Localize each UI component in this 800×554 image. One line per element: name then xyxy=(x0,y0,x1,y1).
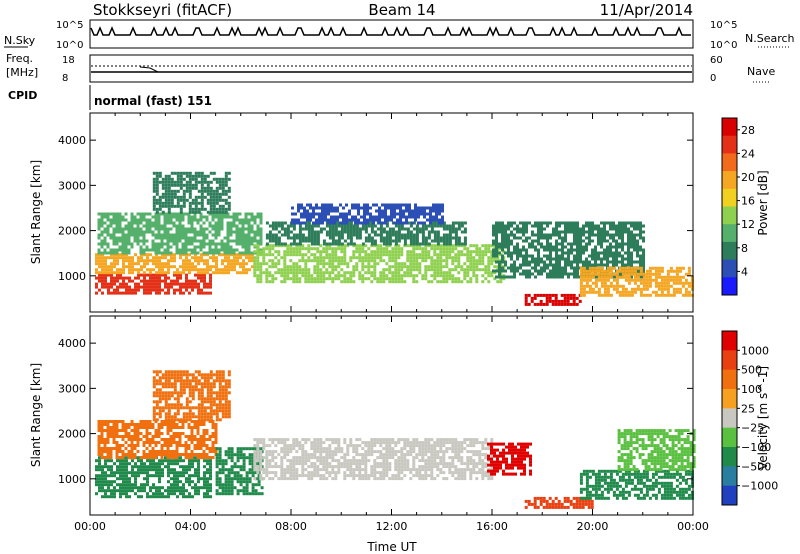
velocity-colorbar-tick: 25 xyxy=(741,402,755,415)
velocity-colorbar-segment xyxy=(722,427,737,448)
velocity-colorbar-segment xyxy=(722,350,737,371)
nsky-label: N.Sky xyxy=(4,34,36,47)
power-colorbar-segment xyxy=(722,118,737,137)
velocity-echo-band xyxy=(152,370,231,422)
velocity-y-tick-label: 1000 xyxy=(58,473,86,486)
power-colorbar-tick: 12 xyxy=(741,218,755,231)
power-y-tick-label: 4000 xyxy=(58,134,86,147)
power-colorbar-segment xyxy=(722,277,737,296)
nsearch-label: N.Search xyxy=(745,32,795,45)
freq-tick-top: 18 xyxy=(62,55,75,66)
velocity-colorbar-tick: −500 xyxy=(741,460,771,473)
power-y-tick-label: 3000 xyxy=(58,179,86,192)
cpid-label: CPID xyxy=(8,89,37,102)
velocity-colorbar-segment xyxy=(722,447,737,467)
power-colorbar: 4 8 12 16 20 24 28 xyxy=(721,117,755,296)
velocity-colorbar-tick: −1000 xyxy=(741,480,778,493)
nave-tick-bottom: 0 xyxy=(710,73,716,84)
power-echo-band xyxy=(253,244,506,284)
velocity-colorbar-tick: −100 xyxy=(741,441,771,454)
freq-label: Freq. xyxy=(6,52,33,65)
freq-strip: Freq. [MHz] 18 8 60 0 Nave xyxy=(6,52,775,84)
velocity-colorbar-tick: 500 xyxy=(741,364,762,377)
power-colorbar-tick: 4 xyxy=(741,265,748,278)
x-tick-label: 08:00 xyxy=(275,520,307,533)
velocity-colorbar-segment xyxy=(722,389,737,409)
velocity-colorbar-segment xyxy=(722,331,737,351)
x-tick-label: 00:00 xyxy=(677,520,709,533)
x-tick-label: 04:00 xyxy=(175,520,207,533)
time-xlabel: Time UT xyxy=(366,540,417,554)
velocity-echo-band xyxy=(97,420,218,459)
power-echo-band xyxy=(492,221,645,279)
power-echo-band xyxy=(291,203,444,225)
power-echo-band xyxy=(152,171,231,214)
power-ylabel: Slant Range [km] xyxy=(29,160,43,264)
power-colorbar-tick: 24 xyxy=(741,147,755,160)
x-tick-label: 20:00 xyxy=(577,520,609,533)
power-colorbar-tick: 20 xyxy=(741,171,755,184)
velocity-echo-band xyxy=(487,442,532,476)
velocity-colorbar-segment xyxy=(722,485,737,506)
power-echo-band xyxy=(524,293,582,306)
power-echo-band xyxy=(579,266,694,297)
nsky-strip: N.Sky 10^5 10^0 10^5 10^0 N.Search xyxy=(4,19,795,51)
nsearch-tick-bottom: 10^0 xyxy=(710,40,737,51)
power-colorbar-segment xyxy=(722,259,737,278)
power-colorbar-segment xyxy=(722,206,737,225)
nsearch-tick-top: 10^5 xyxy=(710,20,737,31)
nave-label: Nave xyxy=(747,65,775,78)
x-tick-label: 12:00 xyxy=(376,520,408,533)
velocity-y-tick-label: 2000 xyxy=(58,428,86,441)
power-echo-band xyxy=(95,253,254,275)
power-colorbar-segment xyxy=(722,241,737,261)
nave-tick-top: 60 xyxy=(710,55,723,66)
velocity-colorbar-tick: 1000 xyxy=(741,344,769,357)
x-tick-label: 00:00 xyxy=(74,520,106,533)
velocity-echo-band xyxy=(617,429,696,472)
power-colorbar-label: Power [dB] xyxy=(756,170,770,235)
station-title: Stokkseyri (fitACF) xyxy=(93,1,232,19)
nsky-tick-bottom: 10^0 xyxy=(56,40,83,51)
power-colorbar-segment xyxy=(722,188,737,207)
power-echo-band xyxy=(95,273,212,295)
freq-tick-bottom: 8 xyxy=(62,73,68,84)
cpid-strip: CPID normal (fast) 151 xyxy=(8,85,212,110)
power-colorbar-segment xyxy=(722,135,737,154)
velocity-ylabel: Slant Range [km] xyxy=(29,363,43,467)
velocity-colorbar-label: Velocity [m s^-1] xyxy=(756,366,770,470)
velocity-colorbar-segment xyxy=(722,408,737,429)
date-title: 11/Apr/2014 xyxy=(600,1,693,19)
velocity-colorbar-tick: 100 xyxy=(741,383,762,396)
velocity-y-tick-label: 4000 xyxy=(58,337,86,350)
power-colorbar-tick: 8 xyxy=(741,242,748,255)
velocity-colorbar-tick: −25 xyxy=(741,422,764,435)
velocity-echo-band xyxy=(253,438,494,481)
velocity-echo-band xyxy=(95,456,212,499)
power-colorbar-segment xyxy=(722,224,737,243)
power-echo-band xyxy=(265,221,467,246)
power-echo-band xyxy=(97,212,263,255)
velocity-colorbar-segment xyxy=(722,466,737,487)
velocity-y-tick-label: 3000 xyxy=(58,382,86,395)
x-tick-label: 16:00 xyxy=(476,520,508,533)
velocity-panel: 1000 2000 3000 4000 00:00 04:00 08:00 12:00 16:… xyxy=(29,315,778,533)
freq-unit-label: [MHz] xyxy=(6,66,38,79)
velocity-echo-band xyxy=(524,496,594,509)
velocity-colorbar-segment xyxy=(722,369,737,390)
beam-title: Beam 14 xyxy=(368,1,435,19)
nsky-tick-top: 10^5 xyxy=(56,20,83,31)
power-colorbar-segment xyxy=(722,153,737,172)
power-colorbar-tick: 28 xyxy=(741,124,755,137)
power-colorbar-segment xyxy=(722,171,737,190)
power-colorbar-tick: 16 xyxy=(741,195,755,208)
velocity-colorbar: 1000 500 100 25 −25 −100 −500 −1000 xyxy=(721,330,778,506)
power-panel: 1000 2000 3000 4000 Slant Range [km] 4 8 12 16… xyxy=(29,112,770,313)
velocity-echo-band xyxy=(579,469,694,500)
power-y-tick-label: 1000 xyxy=(58,270,86,283)
power-y-tick-label: 2000 xyxy=(58,225,86,238)
cpid-text: normal (fast) 151 xyxy=(94,94,212,108)
velocity-echo-band xyxy=(215,447,264,496)
